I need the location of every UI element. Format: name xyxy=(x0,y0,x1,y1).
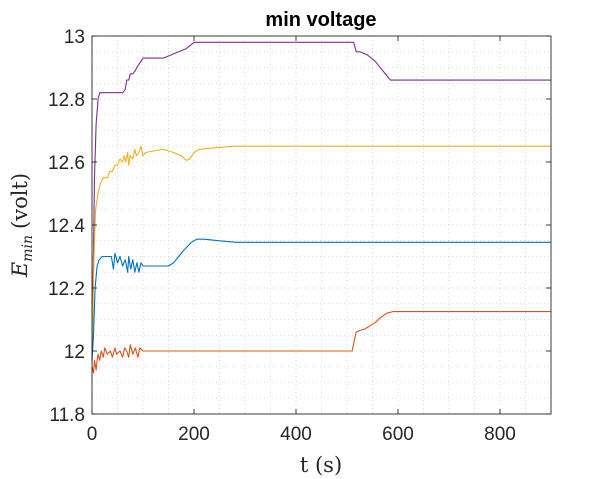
series-line-4 xyxy=(91,311,551,374)
chart-title: min voltage xyxy=(265,9,376,31)
svg-text:Emin(volt): Emin (volt) xyxy=(8,173,36,278)
x-axis-label: t (s) xyxy=(300,453,342,477)
x-tick-labels: 0 200 400 600 800 xyxy=(87,424,516,445)
series-line-3 xyxy=(91,238,551,361)
y-tick-label: 13 xyxy=(64,27,85,48)
y-tick-label: 11.8 xyxy=(49,405,85,426)
x-tick-label: 800 xyxy=(484,424,516,445)
y-axis-symbol: E xyxy=(8,262,32,278)
y-tick-label: 12 xyxy=(64,342,85,363)
y-tick-label: 12.4 xyxy=(48,216,85,237)
x-tick-label: 600 xyxy=(382,424,414,445)
y-tick-labels: 11.8 12 12.2 12.4 12.6 12.8 13 xyxy=(48,27,85,426)
series-line-1 xyxy=(91,41,551,364)
y-axis-label: Emin (volt) xyxy=(8,173,36,278)
axes-frame xyxy=(91,35,552,415)
y-axis-unit: (volt) xyxy=(8,173,32,229)
x-tick-label: 200 xyxy=(178,424,210,445)
y-tick-label: 12.6 xyxy=(48,153,85,174)
series-line-2 xyxy=(91,145,551,364)
series-group xyxy=(91,41,551,374)
x-tick-label: 0 xyxy=(87,424,98,445)
y-tick-label: 12.8 xyxy=(48,90,85,111)
y-axis-subscript: min xyxy=(20,235,36,262)
y-tick-label: 12.2 xyxy=(48,279,85,300)
x-tick-label: 400 xyxy=(280,424,312,445)
